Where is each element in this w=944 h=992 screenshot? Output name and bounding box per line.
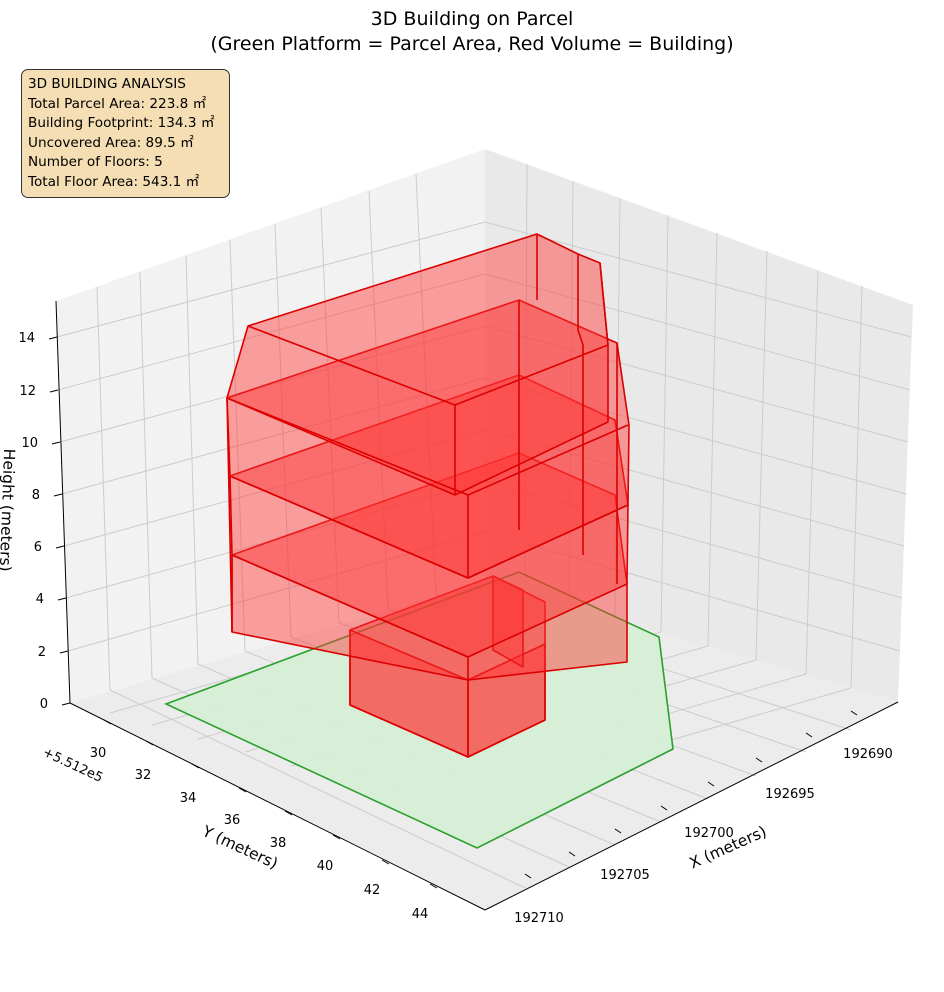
z-tick-label: 4 <box>36 592 44 607</box>
axis-lines <box>55 300 899 911</box>
y-tick-label: 42 <box>364 883 381 898</box>
building-edge <box>226 397 233 633</box>
building-face <box>231 452 628 681</box>
z-tick-label: 14 <box>18 331 35 346</box>
building-face <box>467 643 546 758</box>
info-line-floor-area: Total Floor Area: 543.1 ㎡ <box>28 173 200 190</box>
z-axis-line <box>55 300 71 704</box>
z-tick-mark <box>59 650 69 654</box>
y-tick-label: 44 <box>412 907 429 922</box>
z-tick-label: 12 <box>19 384 36 399</box>
x-tick-label: 192710 <box>514 911 564 926</box>
info-line-parcel-area: Total Parcel Area: 223.8 ㎡ <box>28 95 207 112</box>
x-tick-mark <box>614 828 622 834</box>
building-volume <box>226 233 630 758</box>
y-tick-mark <box>381 859 390 865</box>
y-tick-mark <box>191 763 200 769</box>
analysis-info-box: 3D BUILDING ANALYSIS Total Parcel Area: … <box>21 69 230 198</box>
y-tick-mark <box>145 740 154 746</box>
x-tick-label: 192690 <box>843 747 893 762</box>
x-tick-mark <box>850 710 858 716</box>
parcel-platform <box>163 571 674 849</box>
y-tick-label: 36 <box>224 813 241 828</box>
chart-title-line2: (Green Platform = Parcel Area, Red Volum… <box>210 33 733 55</box>
chart-title-line1: 3D Building on Parcel <box>371 8 574 30</box>
z-ticks: 0 2 4 6 8 10 12 14 <box>18 331 71 712</box>
y-tick-label: 38 <box>270 836 287 851</box>
x-tick-mark <box>524 873 532 879</box>
y-tick-mark <box>238 787 247 793</box>
y-axis-line <box>69 702 486 911</box>
y-tick-mark <box>332 834 341 840</box>
x-ticks: 192690 192695 192700 192705 192710 <box>514 710 893 926</box>
y-tick-mark <box>103 719 112 725</box>
x-tick-label: 192695 <box>765 787 815 802</box>
right-pane <box>485 149 913 702</box>
z-tick-label: 6 <box>34 540 42 555</box>
building-edge <box>599 262 609 346</box>
y-axis-label: Y (meters) <box>199 822 281 873</box>
info-line-floors: Number of Floors: 5 <box>28 154 163 170</box>
x-axis-line <box>484 701 899 911</box>
building-edge <box>467 424 629 496</box>
y-ticks: 30 32 34 36 38 40 42 44 <box>90 719 438 922</box>
building-edge <box>231 554 469 680</box>
z-tick-label: 10 <box>21 436 38 451</box>
building-edge <box>467 504 629 579</box>
z-tick-mark <box>49 389 59 393</box>
info-line-uncovered: Uncovered Area: 89.5 ㎡ <box>28 134 194 151</box>
x-tick-mark <box>568 851 576 857</box>
z-axis-label: Height (meters) <box>0 448 18 572</box>
x-tick-mark <box>755 757 763 763</box>
x-tick-label: 192705 <box>600 868 650 883</box>
y-tick-mark <box>284 810 293 816</box>
y-tick-label: 30 <box>90 746 107 761</box>
z-tick-label: 8 <box>32 488 40 503</box>
y-tick-label: 34 <box>180 791 197 806</box>
z-tick-label: 0 <box>40 697 48 712</box>
building-face <box>492 575 524 668</box>
z-tick-mark <box>48 336 58 340</box>
building-edge <box>577 254 584 555</box>
x-tick-mark <box>805 732 813 738</box>
z-tick-mark <box>55 545 65 549</box>
left-pane <box>56 149 485 703</box>
building-edge <box>229 475 469 579</box>
x-tick-label: 192700 <box>684 826 734 841</box>
info-line-footprint: Building Footprint: 134.3 ㎡ <box>28 115 215 131</box>
x-tick-mark <box>660 805 668 811</box>
z-tick-mark <box>61 702 71 706</box>
z-tick-label: 2 <box>38 645 46 660</box>
z-tick-mark <box>51 441 61 445</box>
y-tick-label: 40 <box>317 859 334 874</box>
y-tick-label: 32 <box>135 768 152 783</box>
y-tick-mark <box>429 883 438 889</box>
info-heading: 3D BUILDING ANALYSIS <box>28 76 186 92</box>
z-tick-mark <box>53 493 63 497</box>
x-tick-mark <box>707 781 715 787</box>
z-tick-mark <box>57 597 67 601</box>
